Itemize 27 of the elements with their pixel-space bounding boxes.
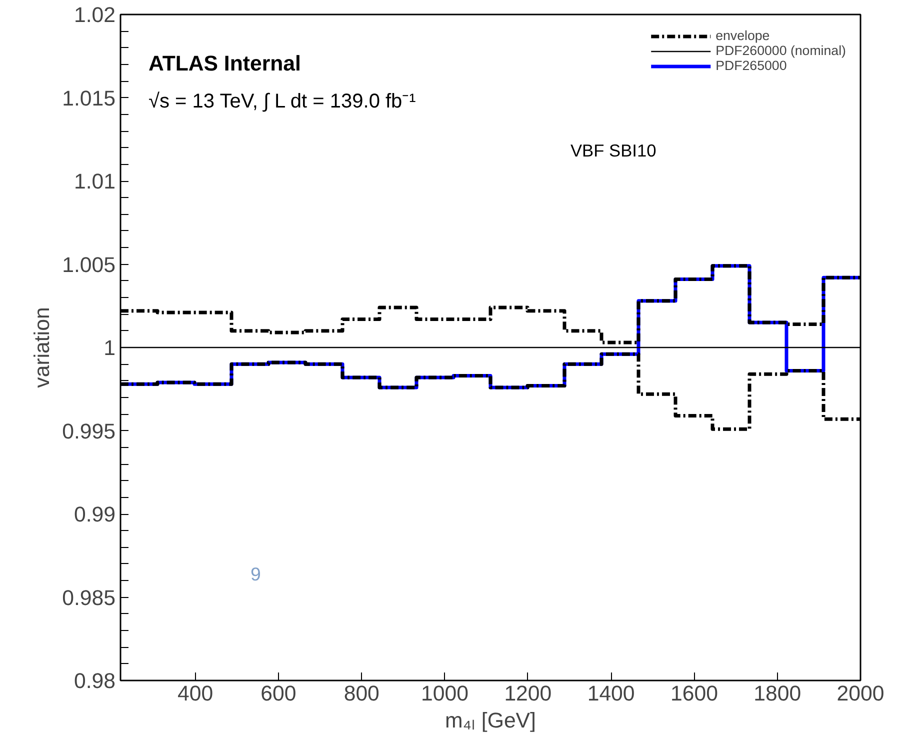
- legend-label: envelope: [716, 28, 770, 43]
- y-tick-label: 0.99: [74, 502, 116, 526]
- y-axis-title: variation: [30, 307, 54, 388]
- y-tick-label: 0.995: [62, 419, 116, 444]
- annotation: ATLAS Internal: [148, 52, 301, 76]
- y-tick-label: 0.98: [74, 669, 116, 693]
- y-tick-label: 1: [104, 336, 116, 360]
- x-tick-label: 800: [344, 682, 380, 706]
- y-tick-label: 1.01: [74, 170, 116, 194]
- annotation: 9: [250, 564, 261, 584]
- x-tick-label: 1000: [421, 682, 469, 706]
- x-tick-label: 1200: [504, 682, 552, 706]
- legend-label: PDF260000 (nominal): [716, 43, 846, 58]
- x-axis-title: m₄ₗ [GeV]: [445, 708, 536, 732]
- legend-label: PDF265000: [716, 58, 787, 73]
- y-tick-label: 1.015: [62, 86, 116, 110]
- x-tick-label: 1600: [670, 682, 718, 706]
- x-tick-label: 2000: [836, 682, 884, 706]
- annotation: √s = 13 TeV, ∫ L dt = 139.0 fb⁻¹: [148, 90, 416, 112]
- x-tick-label: 400: [178, 682, 214, 706]
- y-tick-label: 1.005: [62, 252, 116, 277]
- x-tick-label: 1400: [587, 682, 635, 706]
- annotation: VBF SBI10: [570, 140, 656, 160]
- x-tick-label: 600: [260, 682, 296, 706]
- x-tick-label: 1800: [754, 682, 802, 706]
- y-tick-label: 0.985: [62, 586, 116, 610]
- y-tick-label: 1.02: [74, 3, 116, 27]
